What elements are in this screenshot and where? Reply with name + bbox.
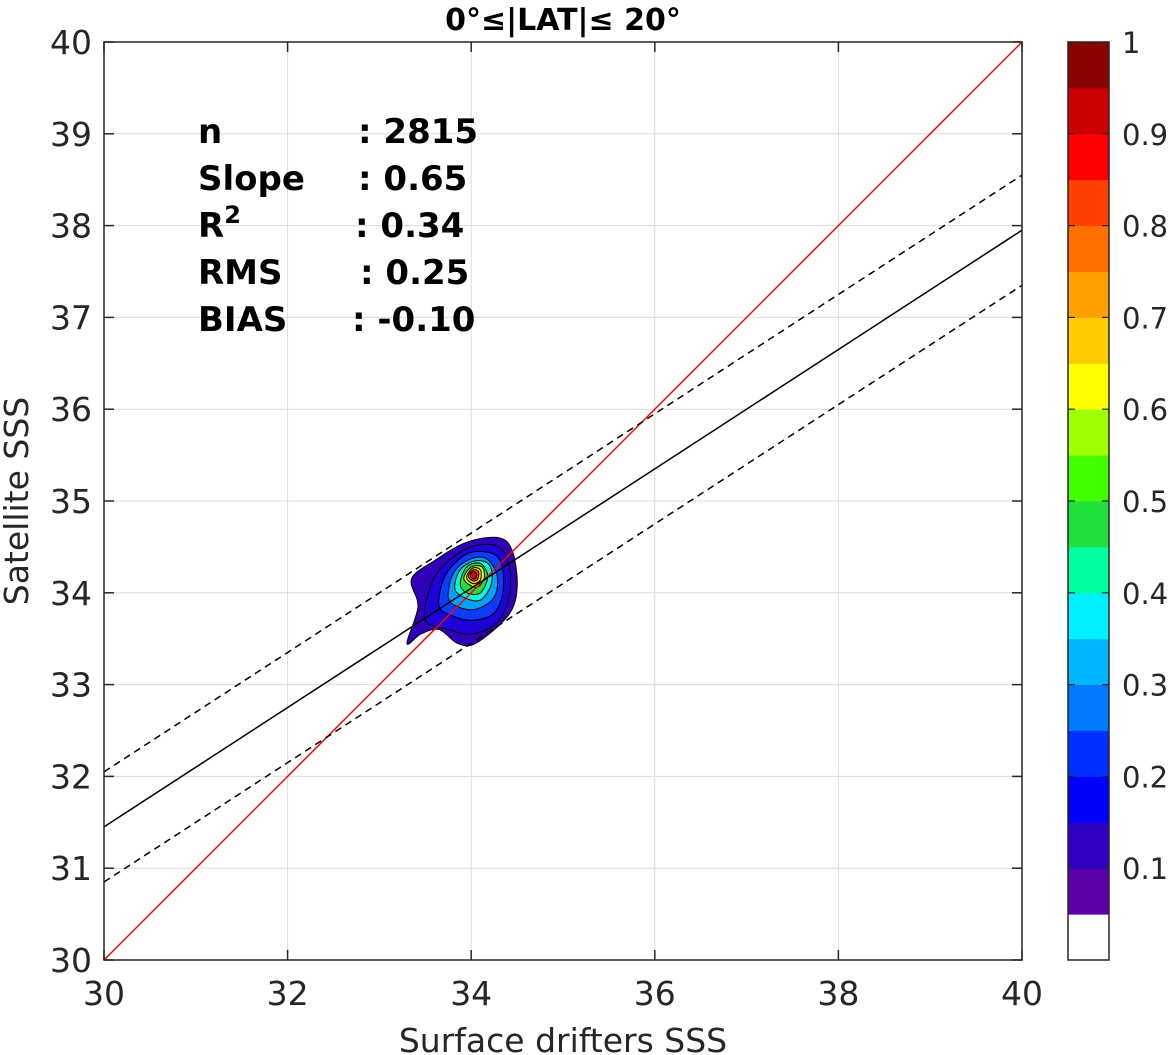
x-tick-label-0: 30 — [83, 974, 125, 1013]
y-tick-label-0: 30 — [50, 941, 92, 980]
colorbar-band-2 — [1068, 822, 1109, 869]
axis-ticks: 30 32 34 36 38 40 30 31 32 33 34 35 36 37 38 39 40 — [50, 23, 1043, 1013]
chart-title: 0°≤|LAT|≤ 20° — [445, 3, 681, 38]
colorbar-band-5 — [1068, 684, 1109, 731]
regression-line — [104, 229, 1022, 828]
stat-value-4: : -0.10 — [352, 300, 475, 340]
colorbar-band-7 — [1068, 592, 1109, 640]
x-axis-label: Surface drifters SSS — [399, 1021, 727, 1055]
y-axis-label: Satellite SSS — [0, 397, 36, 606]
x-tick-label-3: 36 — [634, 974, 676, 1013]
stat-key-2: R2 — [198, 201, 241, 246]
upper-bound-line — [104, 174, 1022, 773]
y-tick-label-6: 36 — [50, 390, 92, 429]
lower-bound-line — [104, 284, 1022, 883]
colorbar-band-8 — [1068, 546, 1109, 594]
stat-key-4: BIAS — [198, 300, 287, 340]
density-contours — [406, 536, 518, 647]
fit-lines — [104, 42, 1022, 960]
colorbar-band-6 — [1068, 638, 1109, 686]
colorbar-tick-label-2: 0.3 — [1122, 669, 1168, 703]
stat-key-0: n — [198, 112, 222, 152]
stats-box: n : 2815 Slope : 0.65 R2 : 0.34 RMS : 0.25 BIAS:… — [198, 112, 478, 340]
y-tick-label-2: 32 — [50, 757, 92, 796]
colorbar-tick-label-8: 0.9 — [1122, 118, 1168, 152]
colorbar-band-18 — [1068, 87, 1109, 135]
x-tick-label-1: 32 — [267, 974, 309, 1013]
y-tick-label-9: 39 — [50, 115, 92, 154]
colorbar-band-13 — [1068, 317, 1109, 364]
colorbar-band-0 — [1068, 914, 1109, 961]
colorbar-band-14 — [1068, 271, 1109, 318]
x-tick-label-5: 40 — [1001, 974, 1043, 1013]
y-tick-label-4: 34 — [50, 574, 92, 613]
stat-value-2: : 0.34 — [355, 206, 464, 246]
y-tick-label-8: 38 — [50, 207, 92, 246]
colorbar-band-12 — [1068, 363, 1109, 410]
colorbar-tick-label-3: 0.4 — [1122, 577, 1168, 611]
x-tick-label-2: 34 — [450, 974, 492, 1013]
contour-level-9 — [469, 571, 478, 580]
colorbar-band-3 — [1068, 776, 1109, 823]
colorbar-tick-label-9: 1 — [1122, 26, 1140, 60]
stat-value-3: : 0.25 — [360, 253, 469, 293]
colorbar-band-15 — [1068, 225, 1109, 272]
colorbar-band-19 — [1068, 42, 1109, 89]
colorbar-band-4 — [1068, 730, 1109, 777]
colorbar: 0.1 0.2 0.3 0.4 0.5 0.6 0.7 0.8 0.9 1 — [1067, 26, 1168, 961]
y-tick-label-7: 37 — [50, 298, 92, 337]
colorbar-band-16 — [1068, 179, 1109, 227]
colorbar-band-10 — [1068, 455, 1109, 502]
colorbar-tick-label-0: 0.1 — [1122, 852, 1168, 886]
colorbar-band-17 — [1068, 133, 1109, 181]
stat-key-superscript: 2 — [224, 201, 241, 229]
stat-value-0: : 2815 — [358, 112, 478, 152]
colorbar-band-1 — [1068, 868, 1109, 915]
colorbar-tick-label-6: 0.7 — [1122, 301, 1168, 335]
colorbar-band-9 — [1068, 501, 1109, 548]
colorbar-tick-label-7: 0.8 — [1122, 210, 1168, 244]
y-tick-label-5: 35 — [50, 482, 92, 521]
stat-value-1: : 0.65 — [358, 159, 467, 199]
stat-key-1: Slope — [198, 159, 305, 199]
colorbar-tick-label-5: 0.6 — [1122, 393, 1168, 427]
colorbar-tick-label-1: 0.2 — [1122, 760, 1168, 794]
stat-key-3: RMS — [198, 253, 283, 293]
y-tick-label-10: 40 — [50, 23, 92, 62]
identity-line — [104, 42, 1022, 960]
y-tick-label-3: 33 — [50, 666, 92, 705]
y-tick-label-1: 31 — [50, 849, 92, 888]
colorbar-band-11 — [1068, 409, 1109, 456]
colorbar-tick-label-4: 0.5 — [1122, 485, 1168, 519]
x-tick-label-4: 38 — [817, 974, 859, 1013]
